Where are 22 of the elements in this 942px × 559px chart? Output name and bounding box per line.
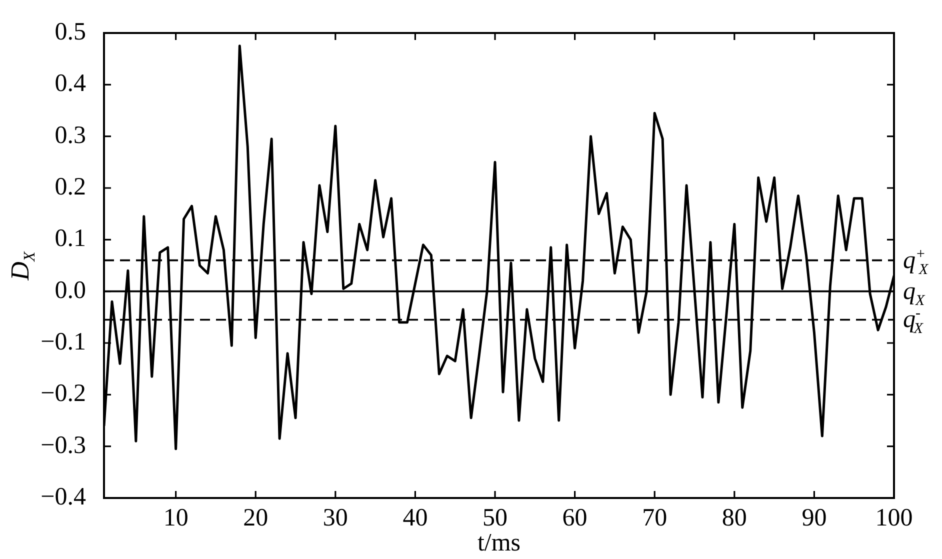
y-tick-label: −0.1 bbox=[40, 328, 86, 356]
x-tick-label: 10 bbox=[163, 504, 188, 532]
x-tick-label: 40 bbox=[402, 504, 428, 532]
y-tick-label: 0.5 bbox=[54, 18, 86, 46]
y-tick-label: −0.2 bbox=[40, 380, 86, 408]
x-tick-label: 60 bbox=[562, 504, 588, 532]
y-tick-label: 0.2 bbox=[54, 174, 86, 201]
x-axis-title: t/ms bbox=[477, 530, 521, 557]
y-tick-label: 0.3 bbox=[54, 122, 86, 149]
x-tick-label: 80 bbox=[722, 504, 747, 532]
x-tick-label: 100 bbox=[875, 504, 913, 532]
y-tick-label: −0.3 bbox=[40, 432, 86, 459]
y-tick-label: 0.0 bbox=[54, 276, 86, 304]
x-tick-label: 50 bbox=[482, 504, 508, 532]
ref-line-label: q$_{X}$ bbox=[903, 278, 925, 309]
x-tick-label: 70 bbox=[642, 504, 668, 532]
y-tick-label: 0.4 bbox=[54, 70, 86, 98]
x-tick-label: 20 bbox=[243, 504, 268, 532]
y-tick-label: 0.1 bbox=[54, 225, 86, 252]
y-tick-label: −0.4 bbox=[40, 484, 86, 511]
x-tick-label: 30 bbox=[322, 504, 348, 532]
x-tick-label: 90 bbox=[802, 504, 827, 532]
